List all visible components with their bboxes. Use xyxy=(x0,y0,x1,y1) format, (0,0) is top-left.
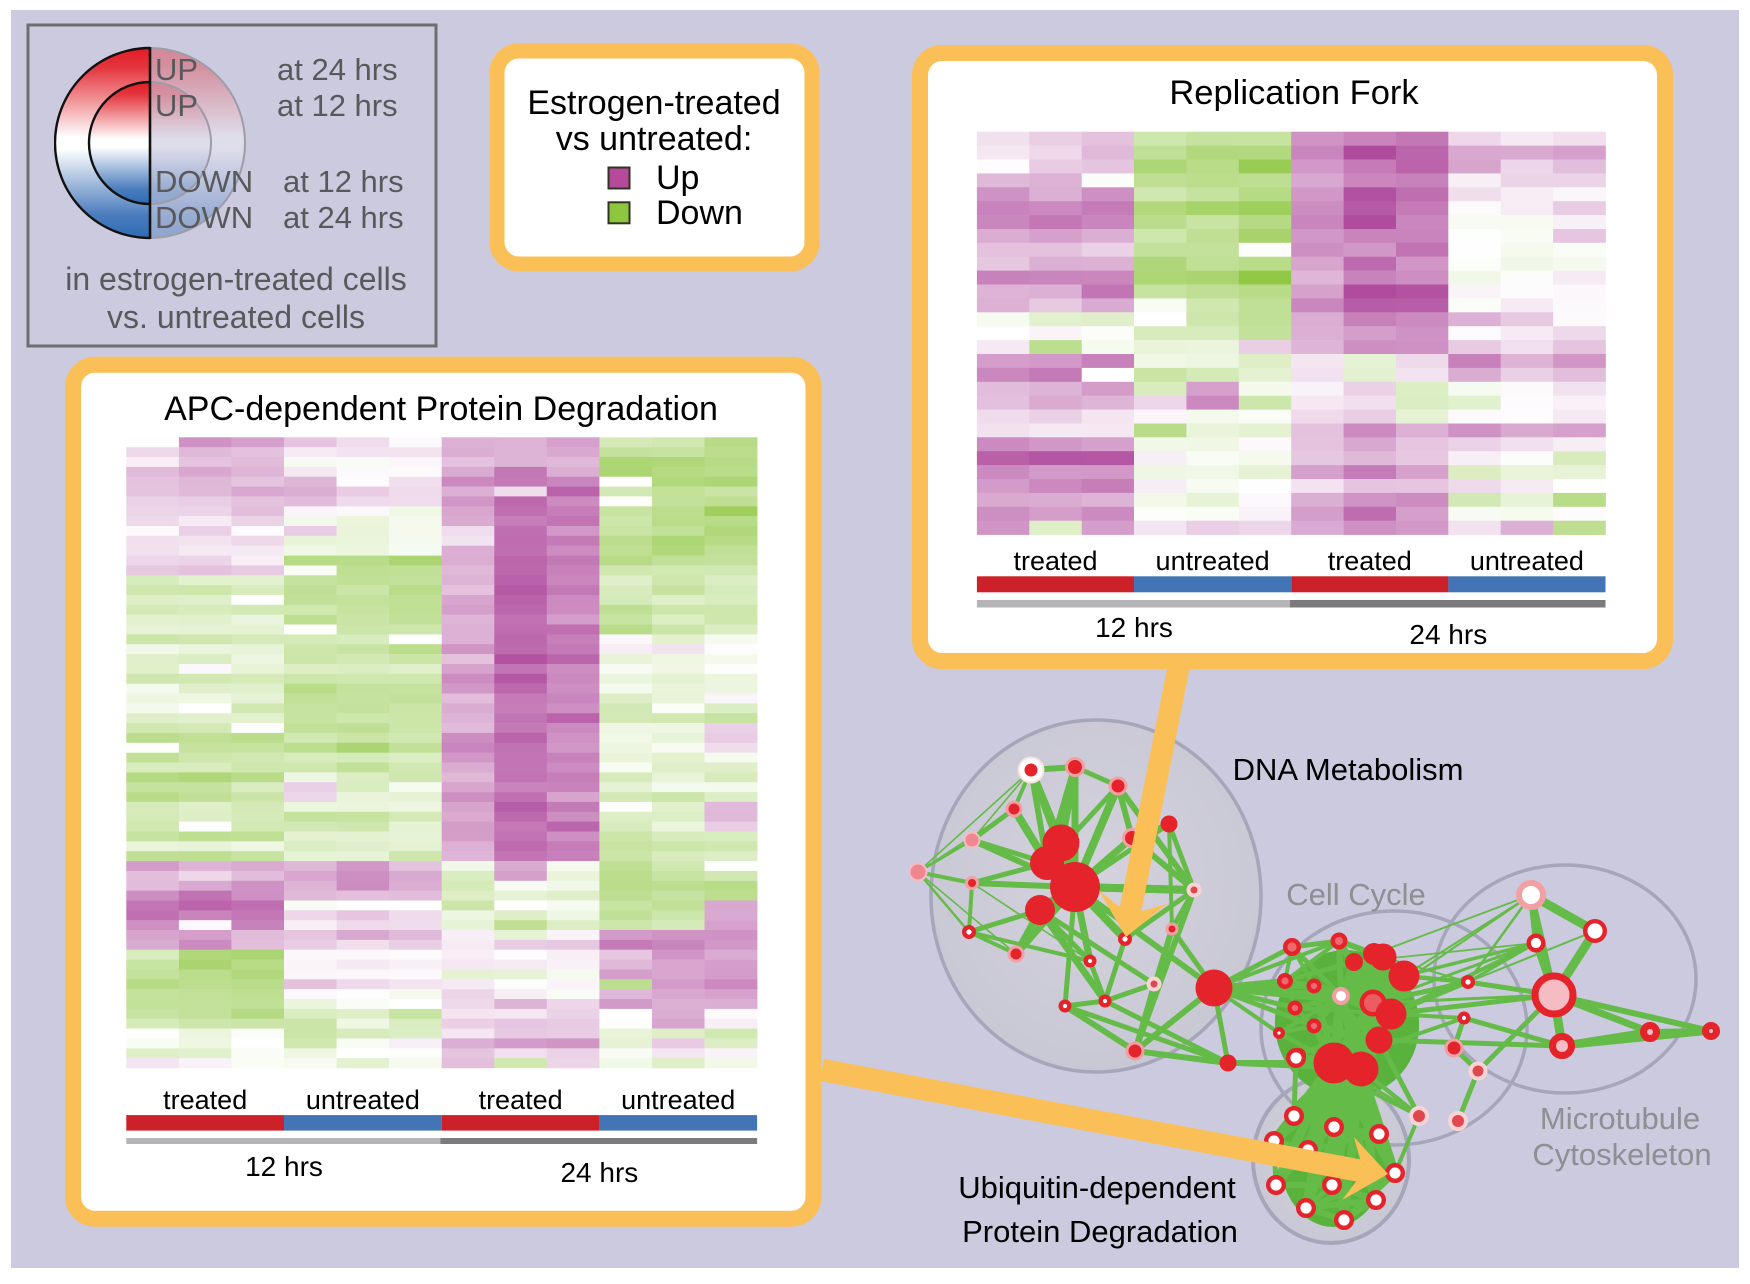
svg-text:in estrogen-treated cells: in estrogen-treated cells xyxy=(65,261,407,297)
svg-text:Cytoskeleton: Cytoskeleton xyxy=(1532,1137,1711,1172)
svg-text:at 24 hrs: at 24 hrs xyxy=(283,200,404,235)
svg-text:untreated: untreated xyxy=(1470,546,1584,576)
svg-text:untreated: untreated xyxy=(306,1085,420,1115)
svg-text:Protein Degradation: Protein Degradation xyxy=(962,1214,1238,1249)
svg-text:at 12 hrs: at 12 hrs xyxy=(283,164,404,199)
svg-text:APC-dependent Protein Degradat: APC-dependent Protein Degradation xyxy=(164,390,718,428)
svg-text:vs untreated:: vs untreated: xyxy=(556,120,753,158)
svg-text:UP: UP xyxy=(155,88,198,123)
svg-text:Cell Cycle: Cell Cycle xyxy=(1286,877,1426,912)
svg-text:untreated: untreated xyxy=(621,1085,735,1115)
svg-text:Down: Down xyxy=(656,194,743,232)
svg-text:DOWN: DOWN xyxy=(155,200,253,235)
svg-text:DNA Metabolism: DNA Metabolism xyxy=(1233,752,1464,787)
svg-text:12 hrs: 12 hrs xyxy=(245,1151,323,1182)
svg-text:Replication Fork: Replication Fork xyxy=(1169,74,1419,112)
svg-text:Ubiquitin-dependent: Ubiquitin-dependent xyxy=(958,1170,1236,1205)
svg-text:Up: Up xyxy=(656,159,699,197)
svg-text:treated: treated xyxy=(163,1085,247,1115)
svg-text:24 hrs: 24 hrs xyxy=(560,1157,638,1188)
svg-text:untreated: untreated xyxy=(1156,546,1270,576)
svg-text:DOWN: DOWN xyxy=(155,164,253,199)
svg-text:treated: treated xyxy=(479,1085,563,1115)
svg-text:at 24 hrs: at 24 hrs xyxy=(277,52,398,87)
svg-text:treated: treated xyxy=(1013,546,1097,576)
svg-text:at 12 hrs: at 12 hrs xyxy=(277,88,398,123)
svg-text:vs. untreated cells: vs. untreated cells xyxy=(107,299,365,335)
svg-text:treated: treated xyxy=(1328,546,1412,576)
svg-text:UP: UP xyxy=(155,52,198,87)
svg-text:24 hrs: 24 hrs xyxy=(1409,619,1487,650)
svg-text:Microtubule: Microtubule xyxy=(1540,1101,1700,1136)
svg-text:12 hrs: 12 hrs xyxy=(1095,612,1173,643)
svg-text:Estrogen-treated: Estrogen-treated xyxy=(527,84,780,122)
